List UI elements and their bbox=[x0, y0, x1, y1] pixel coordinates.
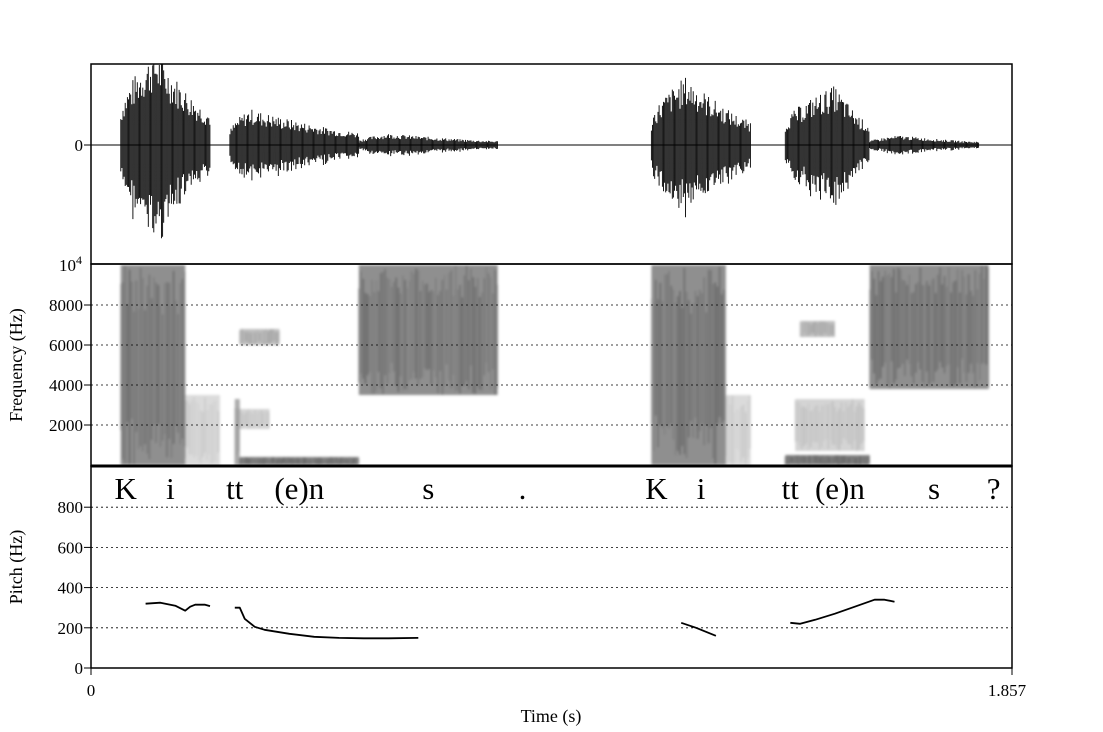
segment-label: tt bbox=[226, 471, 244, 506]
segment-label: i bbox=[697, 471, 706, 506]
waveform-zero-tick-label: 0 bbox=[75, 136, 84, 155]
spectrogram-region-2 bbox=[184, 395, 220, 465]
spectrogram-top-tick-label: 104 bbox=[59, 253, 82, 275]
segment-label: (e)n bbox=[274, 471, 324, 506]
spectrogram-region-8 bbox=[650, 265, 726, 465]
spectrogram-y-tick-label: 4000 bbox=[49, 376, 83, 395]
pitch-y-tick-label: 600 bbox=[58, 538, 84, 557]
segment-label: ? bbox=[987, 471, 1001, 506]
waveform-event-1 bbox=[120, 64, 211, 239]
spectrogram-y-tick-label: 8000 bbox=[49, 296, 83, 315]
segment-label: s bbox=[928, 471, 940, 506]
spectrogram-region-12 bbox=[799, 321, 835, 337]
pitch-contour-1 bbox=[145, 601, 211, 612]
segment-label: K bbox=[645, 471, 668, 506]
segment-label: tt bbox=[782, 471, 800, 506]
waveform-panel: 0 bbox=[75, 64, 1012, 239]
time-axis: 0 1.857 Time (s) bbox=[87, 668, 1027, 727]
waveform-frame bbox=[90, 63, 1013, 265]
waveform-event-4 bbox=[650, 77, 751, 218]
x-tick-label-end: 1.857 bbox=[988, 681, 1027, 700]
spectrogram-energy bbox=[120, 265, 990, 465]
waveform-event-3 bbox=[358, 134, 498, 157]
pitch-y-tick-label: 800 bbox=[58, 498, 84, 517]
segment-label: K bbox=[115, 471, 138, 506]
spectrogram-region-11 bbox=[794, 399, 865, 451]
waveform-event-2 bbox=[229, 109, 360, 181]
spectrogram-region-fill bbox=[358, 265, 498, 395]
waveform-signal bbox=[120, 64, 980, 239]
pitch-y-axis-label: Pitch (Hz) bbox=[6, 530, 27, 604]
pitch-y-tick-label: 400 bbox=[58, 579, 84, 598]
pitch-contour-3 bbox=[680, 621, 717, 637]
spectrogram-region-7 bbox=[358, 265, 498, 395]
waveform-event-5 bbox=[784, 86, 870, 205]
spectrogram-region-4 bbox=[239, 457, 360, 465]
x-axis-label: Time (s) bbox=[521, 706, 582, 727]
spectrogram-y-tick-label: 6000 bbox=[49, 336, 83, 355]
pitch-y-tick-label: 0 bbox=[75, 659, 84, 678]
segment-label: (e)n bbox=[815, 471, 865, 506]
spectrogram-y-axis-label: Frequency (Hz) bbox=[6, 308, 27, 421]
spectrogram-region-6 bbox=[239, 409, 270, 429]
pitch-gridlines bbox=[91, 506, 1012, 629]
segment-label: s bbox=[422, 471, 434, 506]
spectrogram-region-13 bbox=[869, 265, 990, 389]
spectrogram-region-1 bbox=[120, 265, 186, 465]
spectrogram-region-fill bbox=[725, 395, 751, 465]
segment-label: i bbox=[166, 471, 175, 506]
spectrogram-region-5 bbox=[239, 329, 280, 345]
spectrogram-top-tick-exp: 4 bbox=[76, 253, 82, 267]
x-tick-label-start: 0 bbox=[87, 681, 96, 700]
segment-label: . bbox=[519, 471, 527, 506]
pitch-contours bbox=[145, 598, 895, 640]
spectrogram-panel: 2000 4000 6000 8000 104 Frequency (Hz) bbox=[6, 253, 1012, 465]
spectrogram-region-9 bbox=[725, 395, 751, 465]
spectrogram-gridlines bbox=[91, 304, 1012, 426]
spectrogram-top-tick-base: 10 bbox=[59, 256, 76, 275]
spectrogram-y-tick-label: 2000 bbox=[49, 416, 83, 435]
pitch-contour-2 bbox=[234, 606, 419, 640]
pitch-contour-4 bbox=[790, 598, 895, 625]
spectrogram-region-10 bbox=[784, 455, 870, 465]
pitch-y-tick-label: 200 bbox=[58, 619, 84, 638]
pitch-frame bbox=[90, 465, 1013, 669]
spectrogram-region-3 bbox=[234, 399, 240, 465]
spectrogram-y-ticks: 2000 4000 6000 8000 bbox=[49, 296, 91, 435]
pitch-y-ticks: 0 200 400 600 800 bbox=[58, 498, 91, 678]
waveform-event-6 bbox=[869, 136, 980, 155]
